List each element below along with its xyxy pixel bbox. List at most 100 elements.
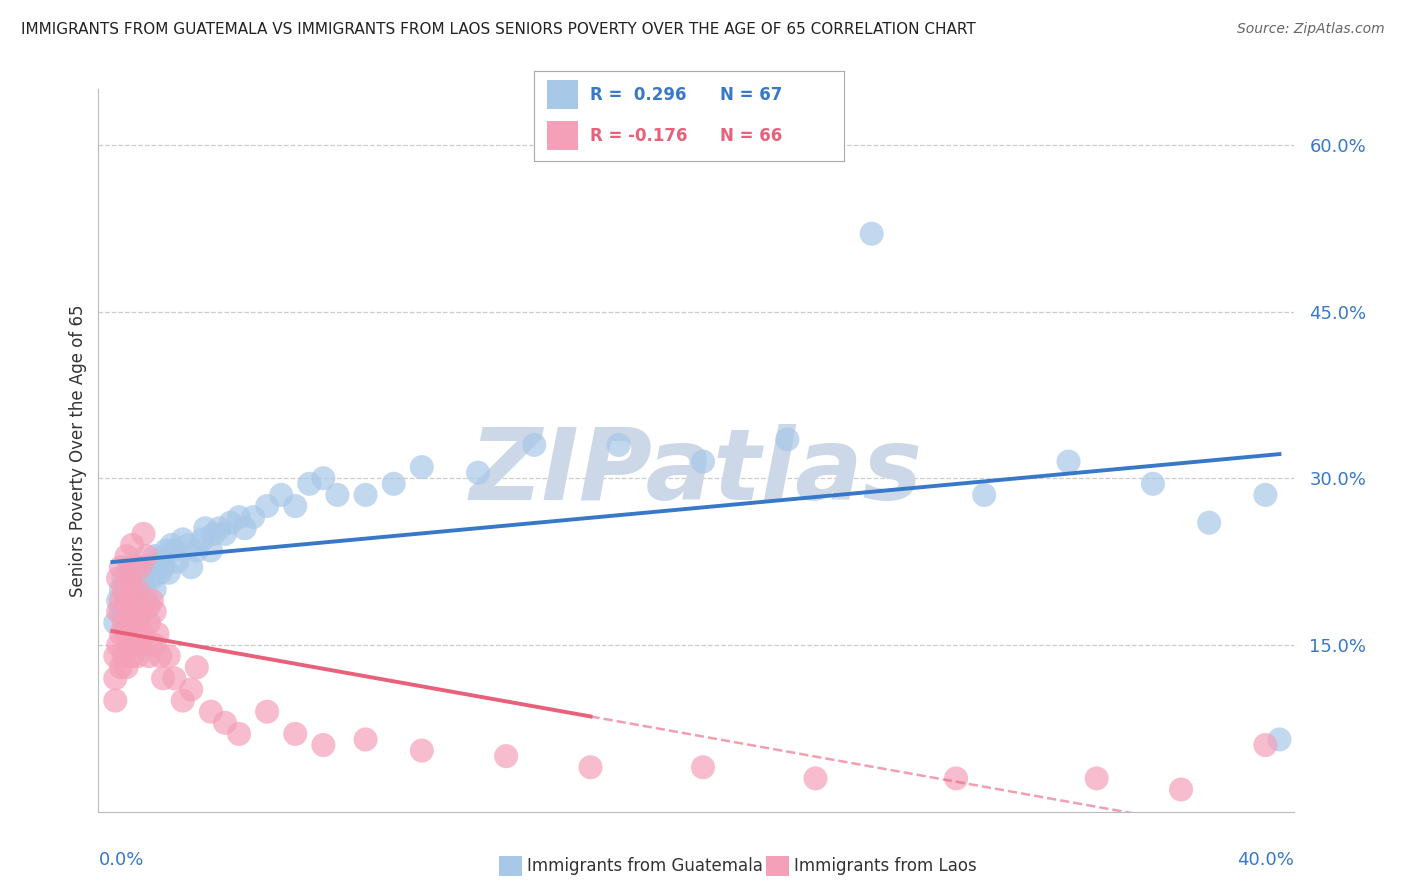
Point [112, 615, 135, 630]
Point [1254, 488, 1277, 502]
Point [146, 627, 169, 641]
Point [382, 476, 405, 491]
Point [121, 615, 143, 630]
Point [118, 605, 141, 619]
Text: Immigrants from Guatemala: Immigrants from Guatemala [527, 857, 763, 875]
Text: Source: ZipAtlas.com: Source: ZipAtlas.com [1237, 22, 1385, 37]
Point [143, 605, 166, 619]
Point [149, 649, 172, 664]
Point [121, 610, 143, 624]
Point [219, 516, 242, 530]
Point [110, 593, 132, 607]
Point [326, 488, 349, 502]
Point [138, 649, 160, 664]
Point [692, 760, 714, 774]
Point [115, 660, 138, 674]
Point [776, 433, 799, 447]
Point [104, 693, 127, 707]
Point [129, 588, 152, 602]
Point [284, 727, 307, 741]
Text: 40.0%: 40.0% [1237, 852, 1294, 870]
Point [177, 538, 200, 552]
Point [143, 582, 166, 597]
Point [121, 538, 143, 552]
Point [124, 566, 146, 580]
Point [129, 560, 152, 574]
Point [146, 555, 169, 569]
Point [115, 621, 138, 635]
Point [135, 549, 157, 563]
Point [1198, 516, 1220, 530]
Point [166, 555, 188, 569]
Text: R =  0.296: R = 0.296 [591, 86, 686, 103]
Bar [547, 121, 578, 150]
Point [124, 605, 146, 619]
Point [270, 488, 292, 502]
Point [152, 560, 174, 574]
Point [132, 627, 155, 641]
Point [107, 605, 129, 619]
Point [127, 615, 149, 630]
Point [138, 615, 160, 630]
Point [115, 627, 138, 641]
Point [118, 560, 141, 574]
Point [124, 638, 146, 652]
Point [1170, 782, 1192, 797]
Point [200, 705, 222, 719]
Point [155, 543, 177, 558]
Point [1085, 772, 1108, 786]
Point [112, 649, 135, 664]
Point [112, 610, 135, 624]
Y-axis label: Seniors Poverty Over the Age of 65: Seniors Poverty Over the Age of 65 [69, 304, 87, 597]
Point [354, 488, 377, 502]
Point [242, 510, 264, 524]
Point [312, 471, 335, 485]
Point [110, 660, 132, 674]
Point [411, 460, 433, 475]
Point [129, 610, 152, 624]
Point [138, 599, 160, 613]
Point [107, 593, 129, 607]
Point [202, 526, 225, 541]
Point [579, 760, 602, 774]
Point [124, 560, 146, 574]
Point [157, 566, 180, 580]
Point [118, 638, 141, 652]
Point [124, 582, 146, 597]
Point [135, 560, 157, 574]
Point [110, 605, 132, 619]
Point [200, 543, 222, 558]
Point [127, 649, 149, 664]
Point [104, 615, 127, 630]
Point [194, 521, 217, 535]
Point [180, 560, 202, 574]
Point [112, 571, 135, 585]
Point [132, 577, 155, 591]
Point [118, 605, 141, 619]
Point [163, 543, 186, 558]
Point [127, 599, 149, 613]
Point [1142, 476, 1164, 491]
Point [112, 582, 135, 597]
Text: ZIPatlas: ZIPatlas [470, 424, 922, 521]
Point [1254, 738, 1277, 752]
Point [129, 638, 152, 652]
Point [191, 533, 214, 547]
Point [172, 693, 194, 707]
Point [127, 560, 149, 574]
Point [228, 727, 250, 741]
Point [157, 649, 180, 664]
Point [110, 582, 132, 597]
Point [160, 538, 183, 552]
Point [411, 743, 433, 757]
Point [860, 227, 883, 241]
Point [298, 476, 321, 491]
Point [135, 593, 157, 607]
Point [115, 593, 138, 607]
Point [804, 772, 827, 786]
Point [945, 772, 967, 786]
Bar [547, 80, 578, 109]
Point [121, 649, 143, 664]
Point [214, 715, 236, 730]
Point [1268, 732, 1291, 747]
